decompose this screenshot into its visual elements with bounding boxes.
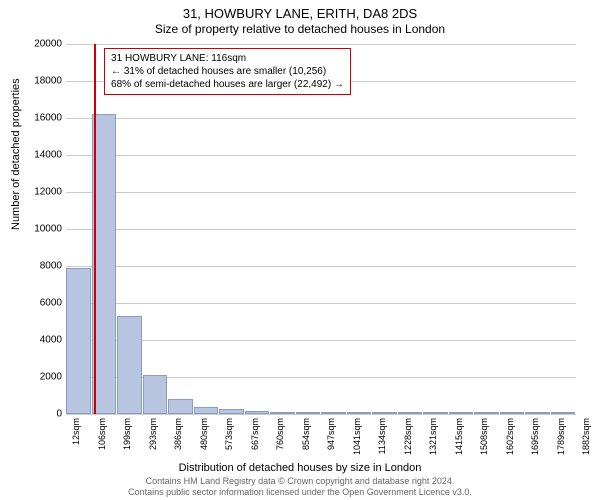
- y-tick-label: 14000: [12, 150, 62, 161]
- x-tick-label: 760sqm: [275, 418, 285, 468]
- grid-line: [66, 340, 576, 341]
- histogram-bar: [296, 412, 321, 414]
- y-tick-label: 4000: [12, 335, 62, 346]
- y-tick-label: 6000: [12, 298, 62, 309]
- x-tick-label: 106sqm: [97, 418, 107, 468]
- x-tick-label: 1228sqm: [403, 418, 413, 468]
- footer-text: Contains HM Land Registry data © Crown c…: [0, 476, 600, 498]
- y-tick-label: 18000: [12, 76, 62, 87]
- y-tick-label: 20000: [12, 39, 62, 50]
- grid-line: [66, 155, 576, 156]
- y-tick-label: 10000: [12, 224, 62, 235]
- x-tick-label: 386sqm: [173, 418, 183, 468]
- grid-line: [66, 44, 576, 45]
- grid-line: [66, 192, 576, 193]
- histogram-bar: [143, 375, 168, 414]
- histogram-bar: [321, 412, 346, 414]
- y-tick-label: 0: [12, 409, 62, 420]
- histogram-bar: [168, 399, 193, 414]
- histogram-bar: [245, 411, 270, 414]
- x-tick-label: 947sqm: [326, 418, 336, 468]
- histogram-bar: [525, 412, 550, 414]
- histogram-bar: [551, 412, 576, 414]
- footer-line1: Contains HM Land Registry data © Crown c…: [0, 476, 600, 487]
- histogram-bar: [270, 412, 295, 414]
- histogram-bar: [398, 412, 423, 414]
- annotation-line2: ← 31% of detached houses are smaller (10…: [111, 65, 344, 78]
- histogram-bar: [372, 412, 397, 414]
- histogram-bar: [219, 409, 244, 414]
- histogram-bar: [117, 316, 142, 414]
- x-tick-label: 854sqm: [301, 418, 311, 468]
- x-tick-label: 1321sqm: [428, 418, 438, 468]
- x-tick-label: 199sqm: [122, 418, 132, 468]
- x-tick-label: 1508sqm: [479, 418, 489, 468]
- histogram-bar: [423, 412, 448, 414]
- histogram-bar: [500, 412, 525, 414]
- x-tick-label: 1415sqm: [454, 418, 464, 468]
- y-tick-label: 2000: [12, 372, 62, 383]
- annotation-line3: 68% of semi-detached houses are larger (…: [111, 78, 344, 91]
- histogram-bar: [474, 412, 499, 414]
- annotation-line1: 31 HOWBURY LANE: 116sqm: [111, 52, 344, 65]
- x-tick-label: 1041sqm: [352, 418, 362, 468]
- grid-line: [66, 118, 576, 119]
- grid-line: [66, 266, 576, 267]
- chart-subtitle: Size of property relative to detached ho…: [0, 22, 600, 36]
- chart-container: 31, HOWBURY LANE, ERITH, DA8 2DS Size of…: [0, 0, 600, 500]
- histogram-bar: [347, 412, 372, 414]
- histogram-bar: [66, 268, 91, 414]
- annotation-box: 31 HOWBURY LANE: 116sqm ← 31% of detache…: [104, 48, 351, 95]
- x-axis-label: Distribution of detached houses by size …: [0, 462, 600, 474]
- footer-line2: Contains public sector information licen…: [0, 487, 600, 498]
- chart-title: 31, HOWBURY LANE, ERITH, DA8 2DS: [0, 6, 600, 21]
- x-tick-label: 667sqm: [250, 418, 260, 468]
- marker-line: [94, 44, 96, 414]
- grid-line: [66, 414, 576, 415]
- grid-line: [66, 229, 576, 230]
- x-tick-label: 480sqm: [199, 418, 209, 468]
- x-tick-label: 293sqm: [148, 418, 158, 468]
- x-tick-label: 1789sqm: [556, 418, 566, 468]
- histogram-bar: [194, 407, 219, 414]
- x-tick-label: 1134sqm: [377, 418, 387, 468]
- plot-area: [66, 44, 576, 414]
- x-tick-label: 12sqm: [71, 418, 81, 468]
- histogram-bar: [449, 412, 474, 414]
- y-tick-label: 12000: [12, 187, 62, 198]
- x-tick-label: 1882sqm: [581, 418, 591, 468]
- grid-line: [66, 303, 576, 304]
- x-tick-label: 1695sqm: [530, 418, 540, 468]
- x-tick-label: 1602sqm: [505, 418, 515, 468]
- y-tick-label: 16000: [12, 113, 62, 124]
- x-tick-label: 573sqm: [224, 418, 234, 468]
- y-tick-label: 8000: [12, 261, 62, 272]
